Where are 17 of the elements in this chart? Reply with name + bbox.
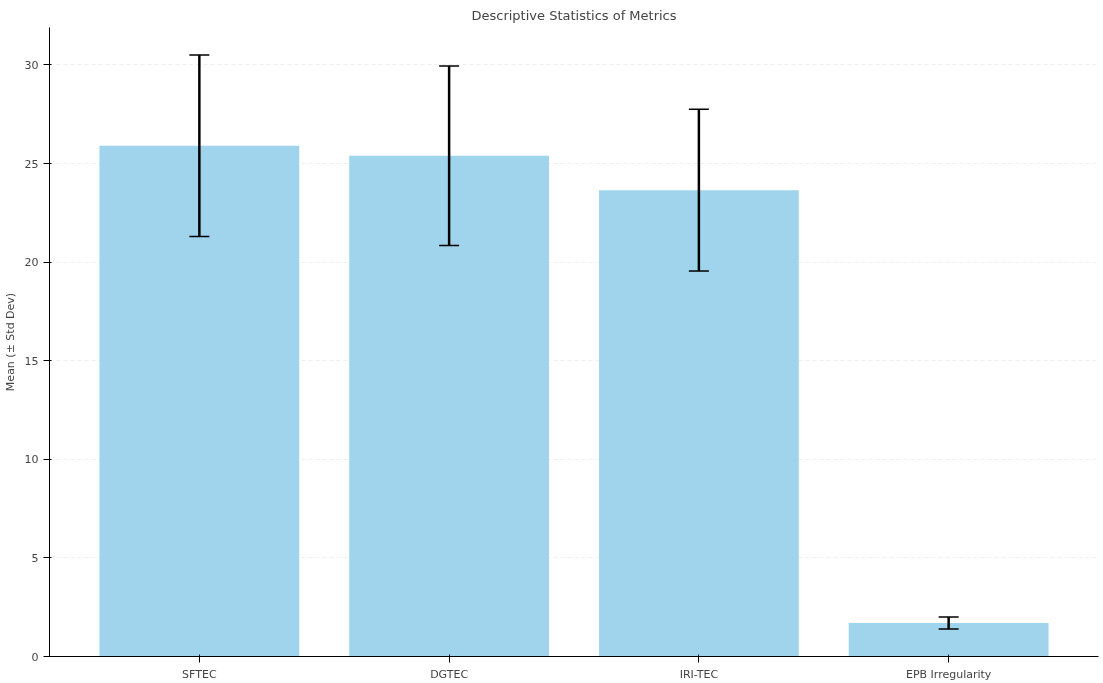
x-tick-label: IRI-TEC [679, 667, 719, 681]
y-tick-label: 10 [24, 453, 39, 467]
x-tick-label: SFTEC [182, 667, 217, 681]
bar [598, 190, 799, 657]
y-tick-label: 30 [24, 58, 39, 72]
y-tick-label: 20 [24, 256, 39, 270]
x-tick-label: EPB Irregularity [905, 667, 992, 681]
y-tick-label: 0 [31, 650, 39, 664]
y-axis-title: Mean (± Std Dev) [3, 292, 17, 392]
y-tick-label: 15 [24, 354, 39, 368]
bar [848, 622, 1049, 657]
y-tick-label: 5 [31, 551, 39, 565]
bar [349, 155, 550, 657]
chart-title: Descriptive Statistics of Metrics [471, 7, 677, 23]
x-tick-label: DGTEC [430, 667, 469, 681]
bar [99, 145, 300, 657]
y-tick-label: 25 [24, 157, 39, 171]
